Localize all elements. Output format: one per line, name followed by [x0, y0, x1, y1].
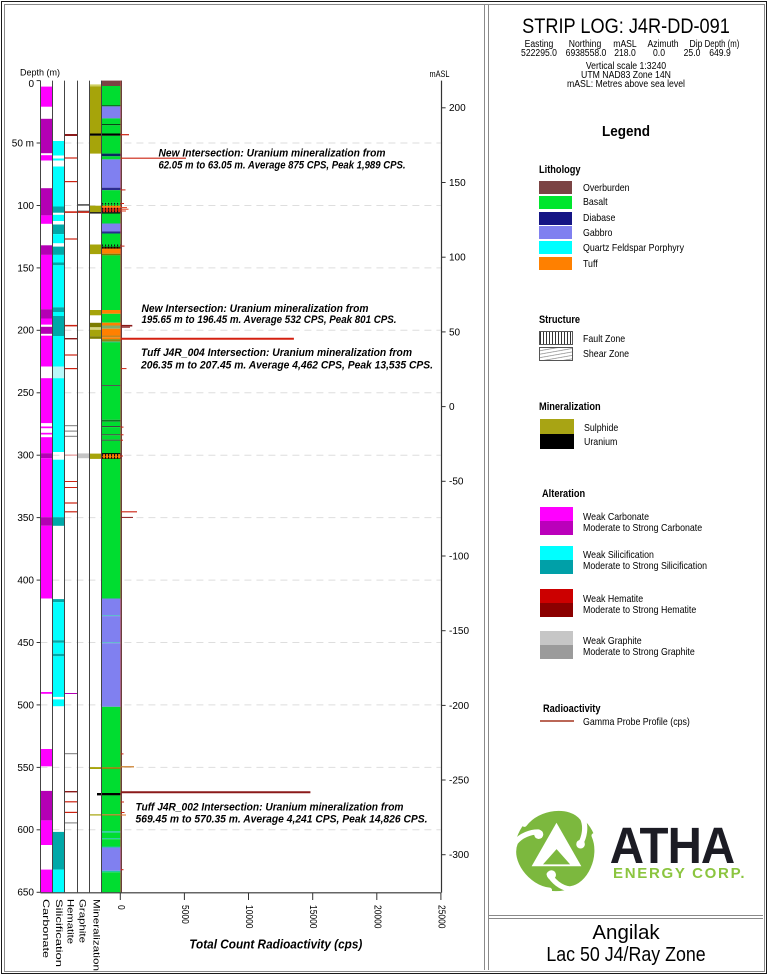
- svg-text:100: 100: [17, 201, 34, 212]
- svg-text:550: 550: [17, 763, 34, 774]
- svg-text:500: 500: [17, 700, 34, 711]
- svg-text:Silicification: Silicification: [53, 899, 64, 967]
- svg-text:150: 150: [449, 178, 466, 189]
- svg-text:-200: -200: [449, 701, 469, 712]
- svg-text:mASL: mASL: [430, 69, 450, 80]
- svg-text:-100: -100: [449, 551, 469, 562]
- svg-text:250: 250: [17, 388, 34, 399]
- svg-text:0: 0: [449, 402, 455, 413]
- svg-text:350: 350: [17, 513, 34, 524]
- svg-text:400: 400: [17, 576, 34, 587]
- svg-text:Carbonate: Carbonate: [40, 899, 51, 958]
- svg-text:Tuff J4R_004 Intersection: Ura: Tuff J4R_004 Intersection: Uranium miner…: [141, 347, 412, 359]
- svg-text:Mineralization: Mineralization: [91, 899, 102, 971]
- svg-text:-250: -250: [449, 775, 469, 786]
- svg-text:62.05 m to 63.05 m. Average 87: 62.05 m to 63.05 m. Average 875 CPS, Pea…: [159, 159, 406, 171]
- svg-text:New Intersection: Uranium mine: New Intersection: Uranium mineralization…: [159, 147, 386, 159]
- svg-text:-150: -150: [449, 626, 469, 637]
- svg-text:300: 300: [17, 451, 34, 462]
- svg-text:100: 100: [449, 253, 466, 264]
- svg-text:5000: 5000: [179, 905, 190, 924]
- svg-text:0: 0: [28, 79, 34, 90]
- svg-text:Graphite: Graphite: [76, 899, 87, 943]
- svg-text:450: 450: [17, 638, 34, 649]
- svg-text:New Intersection: Uranium mine: New Intersection: Uranium mineralization…: [142, 303, 369, 315]
- svg-text:195.65 m to 196.45 m. Average: 195.65 m to 196.45 m. Average 532 CPS, P…: [142, 314, 397, 326]
- svg-text:200: 200: [449, 103, 466, 114]
- svg-text:Hematite: Hematite: [65, 899, 76, 944]
- svg-text:150: 150: [17, 263, 34, 274]
- svg-text:569.45 m to 570.35 m. Average: 569.45 m to 570.35 m. Average 4,241 CPS,…: [136, 813, 428, 825]
- svg-text:206.35 m to 207.45 m. Average: 206.35 m to 207.45 m. Average 4,462 CPS,…: [140, 359, 433, 371]
- svg-text:10000: 10000: [243, 905, 254, 929]
- svg-text:650: 650: [17, 888, 34, 899]
- svg-text:Total Count Radioactivity (cps: Total Count Radioactivity (cps): [189, 938, 362, 952]
- svg-text:Tuff J4R_002 Intersection: Ura: Tuff J4R_002 Intersection: Uranium miner…: [136, 801, 404, 813]
- svg-text:50: 50: [449, 327, 461, 338]
- svg-text:25000: 25000: [435, 905, 446, 929]
- svg-text:Depth (m): Depth (m): [20, 68, 60, 79]
- svg-text:20000: 20000: [371, 905, 382, 929]
- svg-text:0: 0: [115, 905, 126, 910]
- svg-text:-50: -50: [449, 477, 464, 488]
- svg-text:600: 600: [17, 825, 34, 836]
- svg-text:15000: 15000: [307, 905, 318, 929]
- svg-text:-300: -300: [449, 850, 469, 861]
- svg-text:200: 200: [17, 326, 34, 337]
- svg-text:50 m: 50 m: [12, 138, 34, 149]
